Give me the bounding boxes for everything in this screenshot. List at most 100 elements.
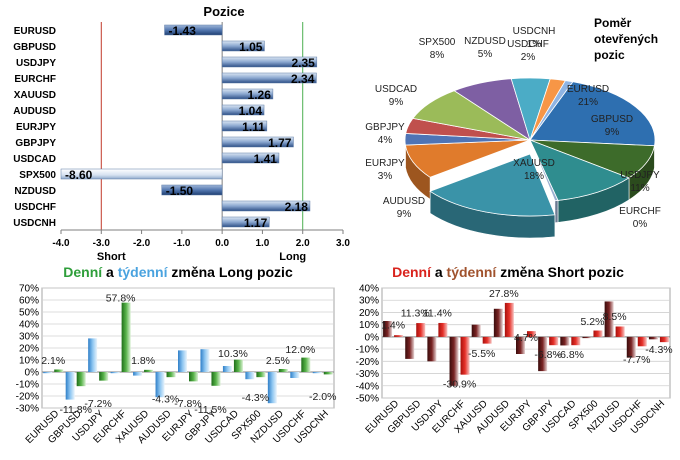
pie-slice-name: GBPUSD (591, 114, 633, 125)
pie-slice-percent: 8% (430, 50, 445, 61)
pie-slice-percent: 21% (578, 97, 598, 108)
weekly-change-bar (648, 336, 658, 340)
y-tick-label: -20% (356, 357, 379, 368)
category-label: XAUUSD (14, 90, 56, 101)
data-label: 11.4% (423, 307, 452, 319)
y-tick-label: 40% (359, 284, 379, 295)
x-tick-label: -4.0 (52, 238, 70, 249)
title-part: změna Short pozic (496, 264, 624, 280)
title-part: a (102, 264, 118, 280)
weekly-change-bar (383, 321, 393, 337)
pie-slice-name: AUDUSD (383, 196, 425, 207)
y-tick-label: 60% (19, 296, 39, 307)
data-label: 1.4% (381, 320, 405, 332)
value-label: 1.11 (242, 120, 265, 134)
weekly-change-bar (245, 372, 255, 380)
daily-change-bar (278, 369, 288, 372)
daily-change-bar (482, 336, 492, 344)
weekly-change-bar (88, 338, 98, 372)
pie-slice-name: USDCAD (375, 84, 417, 95)
daily-change-bar (233, 359, 243, 372)
daily-change-bar (166, 372, 176, 378)
weekly-change-bar (222, 366, 232, 372)
category-label: USDJPY (16, 58, 56, 69)
y-tick-label: 10% (19, 356, 39, 367)
weekly-change-bar (110, 372, 120, 374)
daily-change-bar (593, 330, 603, 337)
data-label: 5.2% (580, 316, 604, 328)
chart-title: Denní a týdenní změna Short pozic (392, 264, 624, 280)
position-bar (221, 40, 265, 52)
value-label: 2.34 (291, 72, 315, 86)
data-label: -30.9% (443, 378, 476, 390)
daily-change-bar (144, 369, 154, 372)
position-bar (60, 168, 223, 180)
pie-slice-name: EURJPY (365, 158, 405, 169)
data-label: 12.0% (285, 344, 315, 356)
daily-change-bar (460, 336, 470, 375)
daily-change-bar (76, 372, 86, 387)
pie-slice-label: USDCAD 9% (375, 84, 417, 108)
category-label: USDCAD (13, 154, 56, 165)
pie-slice-percent: 4% (378, 135, 393, 146)
data-label: 27.8% (489, 288, 519, 300)
data-label: -6.8% (557, 349, 584, 361)
daily-change-bar (416, 323, 426, 337)
daily-change-bar (549, 336, 559, 346)
pie-slice-name: NZDUSD (464, 36, 506, 47)
pie-slice-percent: 9% (397, 209, 412, 220)
pie-slice-percent: 0% (633, 219, 648, 230)
category-label: USDCNH (13, 218, 56, 229)
position-bar (221, 72, 317, 84)
pie-slice-name: EURUSD (567, 84, 609, 95)
weekly-change-bar (405, 336, 415, 359)
pie-slice-label: XAUUSD 18% (513, 158, 555, 182)
weekly-change-bar (493, 308, 503, 337)
title-part: Denní (392, 264, 432, 280)
daily-change-bar (637, 336, 647, 347)
pie-slice-percent: 9% (389, 97, 404, 108)
x-tick-label: 0.0 (215, 238, 229, 249)
weekly-change-bar (178, 350, 187, 372)
pie-slice-percent: 5% (478, 49, 493, 60)
pie-slice-label: EURCHF 0% (619, 206, 661, 230)
category-label: AUDUSD (13, 106, 56, 117)
pie-title-line: otevřených (594, 32, 658, 46)
long-label: Long (279, 251, 306, 263)
daily-change-bar (301, 357, 311, 372)
data-label: -11.5% (194, 404, 227, 416)
y-tick-label: -30% (356, 369, 379, 380)
y-tick-label: -10% (356, 345, 379, 356)
y-tick-label: 70% (19, 284, 39, 295)
pie-slice-percent: 9% (605, 127, 620, 138)
position-bar (221, 136, 294, 148)
y-tick-label: -10% (16, 380, 39, 391)
daily-change-bar (527, 331, 536, 337)
y-tick-label: -50% (356, 394, 379, 405)
data-label: 2.5% (266, 355, 290, 367)
x-tick-label: -3.0 (93, 238, 111, 249)
y-tick-label: 30% (359, 296, 379, 307)
pie-slice-label: SPX500 8% (419, 37, 456, 61)
x-tick-label: -1.0 (173, 238, 191, 249)
x-tick-label: 2.0 (296, 238, 310, 249)
position-bar (221, 216, 270, 228)
position-bar (164, 24, 223, 36)
daily-change-bar (571, 336, 581, 346)
data-label: -2.0% (309, 391, 336, 403)
value-label: -8.60 (65, 168, 93, 182)
data-label: -5.5% (468, 348, 495, 360)
daily-change-bar (615, 326, 625, 337)
y-tick-label: 0% (25, 368, 40, 379)
pie-slice (529, 80, 574, 141)
pie-slice-label: USDJPY 11% (620, 170, 660, 194)
pie-slice-name: EURCHF (619, 206, 661, 217)
data-label: -4.3% (242, 392, 269, 404)
y-tick-label: 30% (19, 332, 39, 343)
position-bar (221, 104, 265, 116)
daily-change-bar (99, 372, 109, 381)
pie-slice-label: GBPUSD 9% (591, 114, 633, 138)
pie-slice-name: USDCHF (507, 39, 549, 50)
